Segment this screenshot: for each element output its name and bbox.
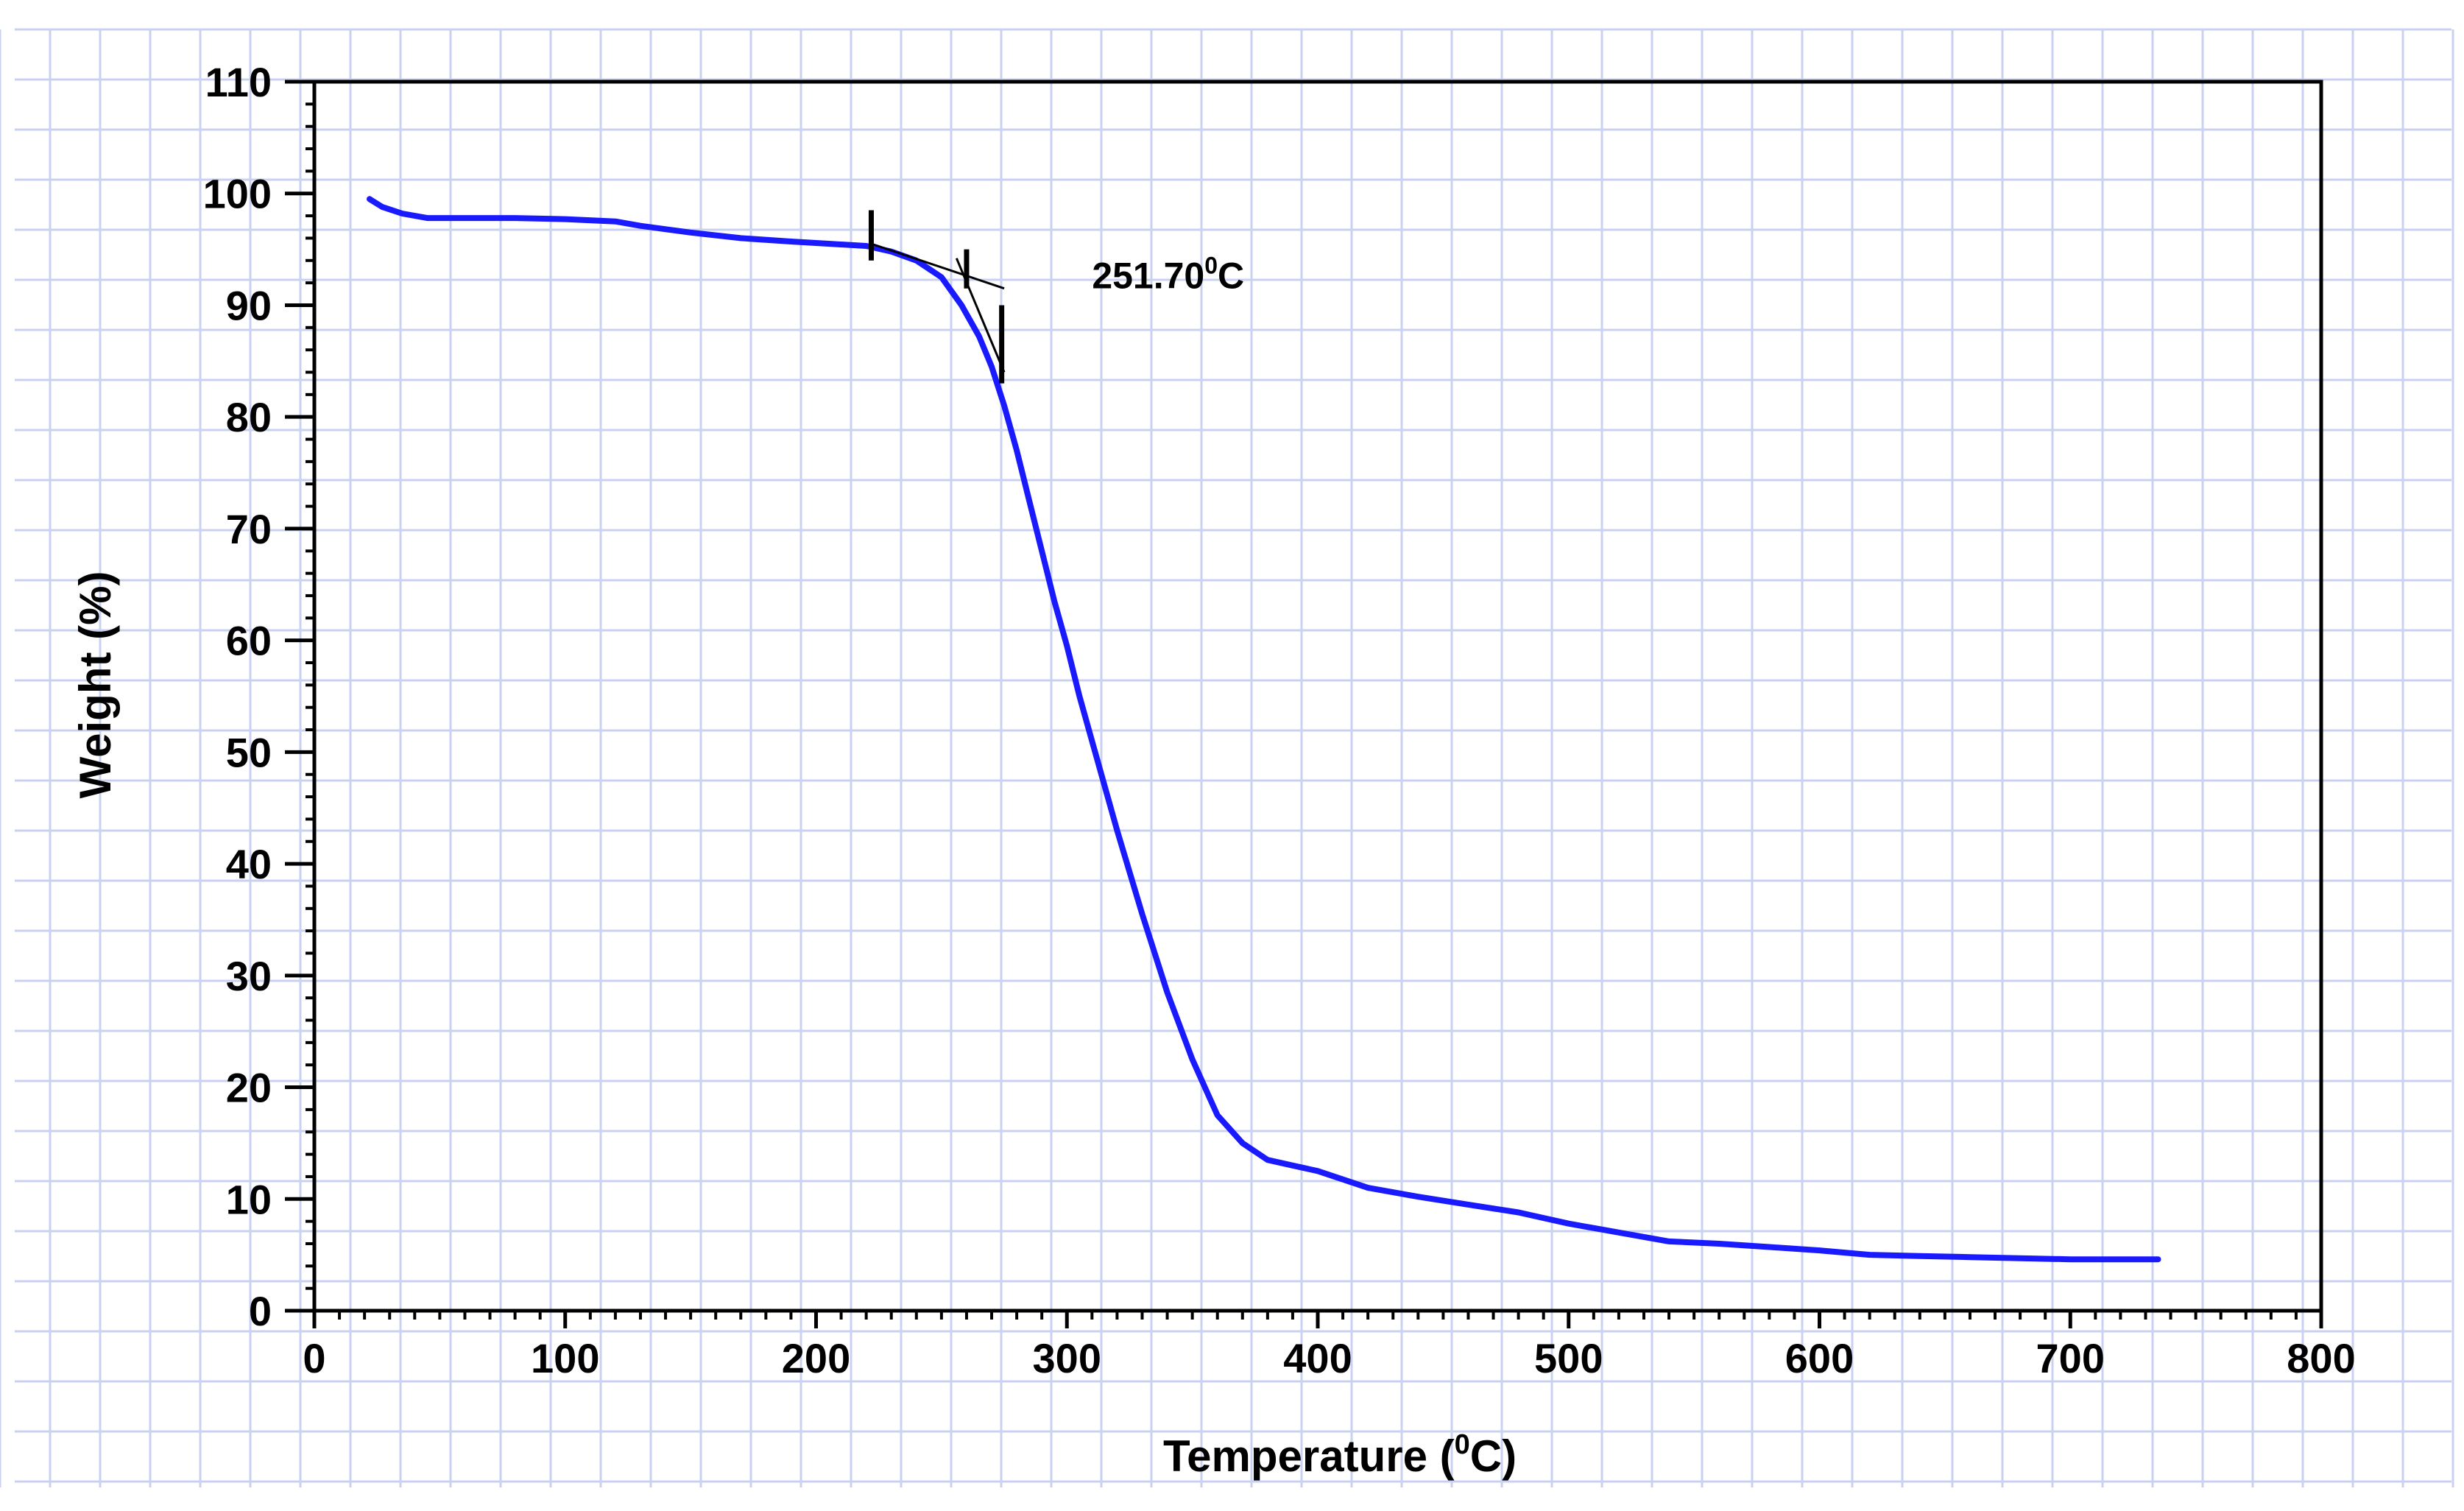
x-axis-title-sup: 0 bbox=[1455, 1429, 1470, 1460]
plot-border bbox=[312, 80, 2323, 1313]
minor-ticks bbox=[306, 80, 2323, 1320]
y-tick-label: 0 bbox=[249, 1288, 272, 1334]
x-tick-label: 500 bbox=[1534, 1335, 1603, 1381]
onset-temperature-unit: C bbox=[1218, 256, 1244, 297]
x-tick-label: 200 bbox=[782, 1335, 850, 1381]
y-tick-label: 80 bbox=[226, 394, 272, 440]
x-tick-label: 800 bbox=[2287, 1335, 2355, 1381]
onset-temperature-value: 251.70 bbox=[1092, 256, 1204, 297]
onset-temperature-sup: 0 bbox=[1204, 253, 1218, 279]
y-tick-label: 20 bbox=[226, 1065, 272, 1111]
background-grid bbox=[0, 28, 2454, 1487]
annotation-layer: 251.700C bbox=[1092, 253, 1244, 297]
x-tick-label: 100 bbox=[531, 1335, 599, 1381]
curve-layer bbox=[367, 196, 2161, 1263]
y-axis-title: Weight (%) bbox=[71, 571, 120, 799]
onset-construction bbox=[868, 210, 1006, 384]
x-tick-label: 0 bbox=[303, 1335, 325, 1381]
x-axis-title-main: Temperature ( bbox=[1163, 1431, 1455, 1481]
y-tick-label: 110 bbox=[205, 59, 272, 105]
tangent-line bbox=[955, 258, 1006, 373]
plot-frame bbox=[312, 80, 2323, 1313]
x-axis-title-suffix: C) bbox=[1470, 1431, 1517, 1481]
y-tick-label: 60 bbox=[226, 618, 272, 664]
y-tick-label: 50 bbox=[226, 729, 272, 775]
x-axis-title: Temperature (0C) bbox=[1163, 1429, 1517, 1481]
y-tick-label: 10 bbox=[226, 1176, 272, 1222]
y-tick-label: 30 bbox=[226, 953, 272, 999]
onset-temperature-label: 251.700C bbox=[1092, 253, 1244, 297]
y-tick-label: 90 bbox=[226, 282, 272, 328]
x-axis-ticks: 0 100 200 300 400 500 600 700 800 bbox=[303, 1311, 2356, 1381]
x-tick-label: 400 bbox=[1283, 1335, 1352, 1381]
y-tick-label: 100 bbox=[203, 171, 272, 217]
y-tick-label: 70 bbox=[226, 506, 272, 552]
x-tick-label: 600 bbox=[1785, 1335, 1854, 1381]
x-tick-label: 300 bbox=[1033, 1335, 1101, 1381]
tga-series-line bbox=[367, 196, 2161, 1263]
y-tick-label: 40 bbox=[226, 841, 272, 887]
x-tick-label: 700 bbox=[2036, 1335, 2105, 1381]
y-axis-ticks: 0 10 20 30 40 50 60 70 80 90 100 110 bbox=[203, 59, 314, 1334]
tangent-line bbox=[870, 242, 1005, 290]
